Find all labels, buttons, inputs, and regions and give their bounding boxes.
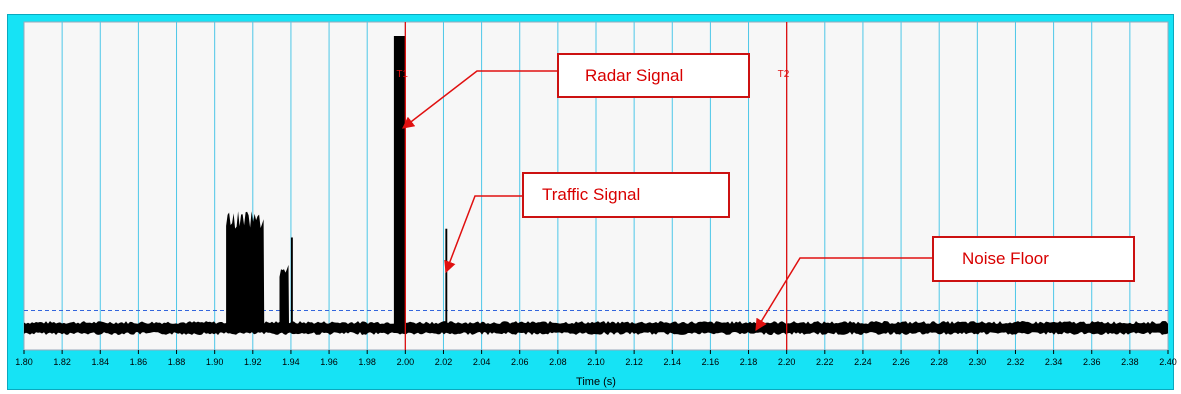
x-tick-label: 2.26 xyxy=(892,357,910,367)
x-axis-ticks: 1.80 1.82 1.84 1.86 1.88 1.90 1.92 1.94 1.96 1.98… xyxy=(15,350,1177,367)
signal-event-2 xyxy=(290,237,293,328)
x-tick-label: 2.10 xyxy=(587,357,605,367)
x-tick-label: 1.86 xyxy=(130,357,148,367)
noise-floor-callout: Noise Floor xyxy=(932,236,1135,282)
signal-burst xyxy=(226,211,265,328)
noise-floor-band xyxy=(24,321,1168,335)
x-tick-label: 1.96 xyxy=(320,357,338,367)
x-tick-label: 2.34 xyxy=(1045,357,1063,367)
x-tick-label: 1.94 xyxy=(282,357,300,367)
x-tick-label: 2.24 xyxy=(854,357,872,367)
traffic-arrow xyxy=(444,195,522,274)
annotation-arrows xyxy=(402,70,932,332)
x-tick-label: 2.36 xyxy=(1083,357,1101,367)
x-axis-label: Time (s) xyxy=(576,376,616,388)
traffic-signal-label: Traffic Signal xyxy=(542,185,641,204)
x-tick-label: 2.14 xyxy=(664,357,682,367)
radar-signal-label: Radar Signal xyxy=(585,65,684,85)
x-tick-label: 1.92 xyxy=(244,357,262,367)
signal-pulse xyxy=(393,36,406,328)
cursor-label-T2: T2 xyxy=(778,69,790,80)
traffic-signal-callout: Traffic Signal xyxy=(522,172,730,218)
radar-signal-callout: Radar Signal xyxy=(557,53,750,98)
x-tick-label: 2.04 xyxy=(473,357,491,367)
signal-pulse xyxy=(290,237,293,328)
signal-burst xyxy=(279,264,290,328)
signal-event-0 xyxy=(226,211,265,328)
x-tick-label: 1.82 xyxy=(53,357,71,367)
x-tick-label: 1.80 xyxy=(15,357,33,367)
x-tick-label: 1.84 xyxy=(92,357,110,367)
noise-floor-label: Noise Floor xyxy=(962,249,1049,268)
signal-event-4 xyxy=(445,228,448,328)
signal-event-1 xyxy=(279,264,290,328)
x-tick-label: 2.06 xyxy=(511,357,529,367)
x-tick-label: 2.28 xyxy=(930,357,948,367)
x-tick-label: 2.30 xyxy=(969,357,987,367)
x-tick-label: 2.12 xyxy=(625,357,643,367)
x-tick-label: 2.16 xyxy=(702,357,720,367)
x-tick-label: 2.08 xyxy=(549,357,567,367)
x-tick-label: 1.98 xyxy=(358,357,376,367)
x-tick-label: 2.40 xyxy=(1159,357,1177,367)
cursor-label-T1: T1 xyxy=(396,69,408,80)
x-tick-label: 2.18 xyxy=(740,357,758,367)
radar-arrow xyxy=(402,70,557,129)
x-tick-label: 2.02 xyxy=(435,357,453,367)
x-tick-label: 1.90 xyxy=(206,357,224,367)
x-tick-label: 2.38 xyxy=(1121,357,1139,367)
noise-arrow xyxy=(755,257,932,332)
x-tick-label: 1.88 xyxy=(168,357,186,367)
x-tick-label: 2.00 xyxy=(397,357,415,367)
cursors: T1 T2 xyxy=(396,22,790,350)
x-tick-label: 2.20 xyxy=(778,357,796,367)
signal-pulse xyxy=(445,228,448,328)
x-tick-label: 2.22 xyxy=(816,357,834,367)
signal-event-3 xyxy=(393,36,406,328)
x-tick-label: 2.32 xyxy=(1007,357,1025,367)
signal-events xyxy=(226,36,448,328)
noise-floor xyxy=(24,321,1168,335)
